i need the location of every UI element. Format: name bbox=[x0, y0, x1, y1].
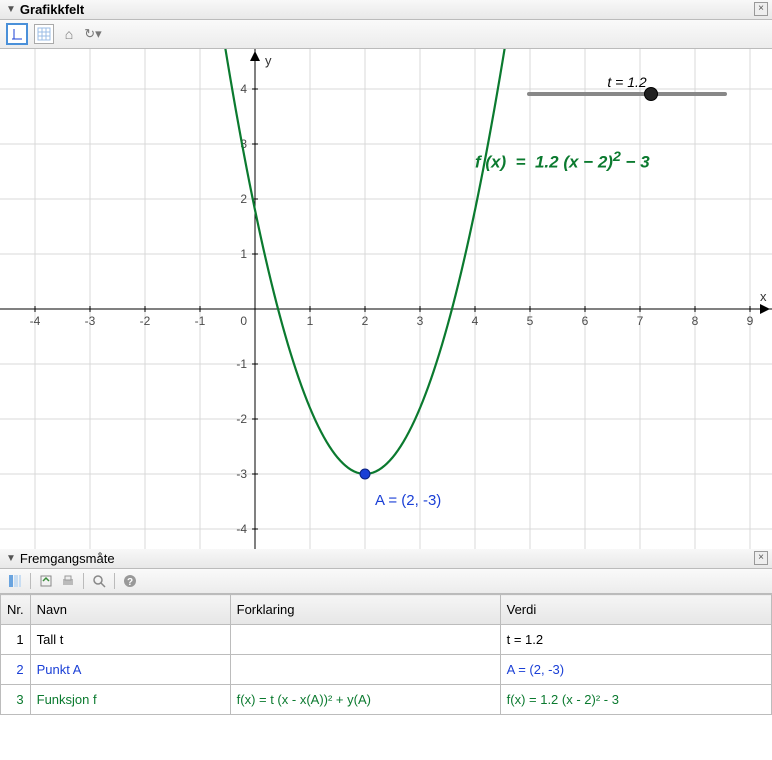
col-nr[interactable]: Nr. bbox=[1, 595, 31, 625]
slider-thumb[interactable] bbox=[644, 87, 658, 101]
close-icon[interactable]: × bbox=[754, 2, 768, 16]
svg-text:-4: -4 bbox=[30, 314, 41, 328]
cell-nr: 1 bbox=[1, 625, 31, 655]
svg-text:4: 4 bbox=[240, 82, 247, 96]
collapse-icon[interactable]: ▼ bbox=[6, 553, 16, 564]
cell-forklaring: f(x) = t (x - x(A))² + y(A) bbox=[230, 685, 500, 715]
cell-navn: Punkt A bbox=[30, 655, 230, 685]
col-navn[interactable]: Navn bbox=[30, 595, 230, 625]
export-icon[interactable] bbox=[37, 572, 55, 590]
svg-text:7: 7 bbox=[637, 314, 644, 328]
cell-navn: Funksjon f bbox=[30, 685, 230, 715]
svg-text:4: 4 bbox=[472, 314, 479, 328]
svg-text:-1: -1 bbox=[195, 314, 206, 328]
svg-text:-3: -3 bbox=[236, 467, 247, 481]
graphics-panel-title: Grafikkfelt bbox=[20, 2, 84, 17]
svg-text:y: y bbox=[265, 53, 272, 68]
cell-verdi: A = (2, -3) bbox=[500, 655, 771, 685]
table-row[interactable]: 2Punkt A A = (2, -3) bbox=[1, 655, 772, 685]
svg-text:6: 6 bbox=[582, 314, 589, 328]
svg-text:1: 1 bbox=[240, 247, 247, 261]
collapse-icon[interactable]: ▼ bbox=[6, 4, 16, 15]
home-icon[interactable]: ⌂ bbox=[60, 25, 78, 43]
slider-t[interactable]: t = 1.2 bbox=[522, 74, 732, 96]
svg-text:9: 9 bbox=[747, 314, 754, 328]
columns-icon[interactable] bbox=[6, 572, 24, 590]
svg-text:2: 2 bbox=[362, 314, 369, 328]
search-icon[interactable] bbox=[90, 572, 108, 590]
svg-text:2: 2 bbox=[240, 192, 247, 206]
svg-text:-1: -1 bbox=[236, 357, 247, 371]
cell-forklaring bbox=[230, 625, 500, 655]
svg-text:-2: -2 bbox=[236, 412, 247, 426]
col-verdi[interactable]: Verdi bbox=[500, 595, 771, 625]
svg-text:-4: -4 bbox=[236, 522, 247, 536]
svg-text:-3: -3 bbox=[85, 314, 96, 328]
svg-text:?: ? bbox=[127, 577, 133, 588]
cell-forklaring bbox=[230, 655, 500, 685]
steps-panel-title: Fremgangsmåte bbox=[20, 551, 115, 566]
svg-text:1: 1 bbox=[307, 314, 314, 328]
svg-text:8: 8 bbox=[692, 314, 699, 328]
refresh-icon[interactable]: ↻▾ bbox=[84, 25, 102, 43]
steps-panel-header: ▼ Fremgangsmåte × bbox=[0, 549, 772, 569]
graphics-toolbar: ⌂ ↻▾ bbox=[0, 20, 772, 49]
cell-nr: 3 bbox=[1, 685, 31, 715]
cell-verdi: t = 1.2 bbox=[500, 625, 771, 655]
graphics-panel-header: ▼ Grafikkfelt × bbox=[0, 0, 772, 20]
svg-text:-2: -2 bbox=[140, 314, 151, 328]
axes-toggle-button[interactable] bbox=[6, 23, 28, 45]
steps-table: Nr. Navn Forklaring Verdi 1Tall t t = 1.2… bbox=[0, 594, 772, 715]
svg-text:0: 0 bbox=[240, 314, 247, 328]
table-header-row: Nr. Navn Forklaring Verdi bbox=[1, 595, 772, 625]
cell-navn: Tall t bbox=[30, 625, 230, 655]
cell-verdi: f(x) = 1.2 (x - 2)² - 3 bbox=[500, 685, 771, 715]
table-row[interactable]: 3Funksjon ff(x) = t (x - x(A))² + y(A)f(… bbox=[1, 685, 772, 715]
svg-text:3: 3 bbox=[417, 314, 424, 328]
graphics-view[interactable]: xy-4-3-2-1123456789-4-3-2-112340 t = 1.2… bbox=[0, 49, 772, 549]
function-label[interactable]: f (x) = 1.2 (x − 2)2 − 3 bbox=[475, 149, 650, 173]
print-icon[interactable] bbox=[59, 572, 77, 590]
close-icon[interactable]: × bbox=[754, 551, 768, 565]
table-row[interactable]: 1Tall t t = 1.2 bbox=[1, 625, 772, 655]
grid-toggle-button[interactable] bbox=[34, 24, 54, 44]
slider-track[interactable] bbox=[527, 92, 727, 96]
help-icon[interactable]: ? bbox=[121, 572, 139, 590]
cell-nr: 2 bbox=[1, 655, 31, 685]
svg-text:5: 5 bbox=[527, 314, 534, 328]
graph-canvas: xy-4-3-2-1123456789-4-3-2-112340 bbox=[0, 49, 772, 549]
col-forklaring[interactable]: Forklaring bbox=[230, 595, 500, 625]
steps-toolbar: ? bbox=[0, 569, 772, 594]
point-a-label[interactable]: A = (2, -3) bbox=[375, 492, 441, 509]
svg-text:x: x bbox=[760, 289, 767, 304]
slider-label: t = 1.2 bbox=[522, 74, 732, 90]
